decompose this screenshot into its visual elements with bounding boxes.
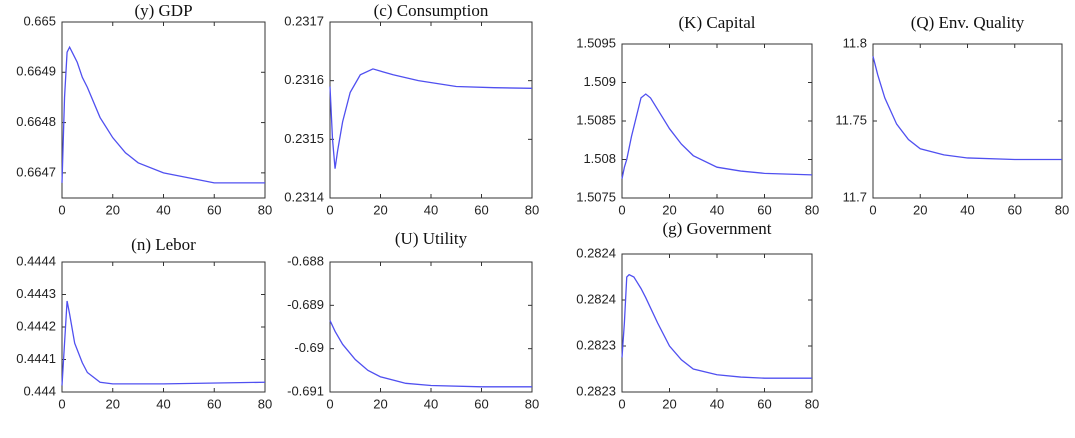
x-tick-label: 20 bbox=[106, 202, 120, 217]
x-tick-label: 0 bbox=[58, 202, 65, 217]
y-tick-label: 1.5095 bbox=[576, 35, 616, 50]
y-tick-label: 11.75 bbox=[835, 112, 867, 127]
x-tick-label: 40 bbox=[710, 202, 724, 217]
y-tick-label: 0.4441 bbox=[16, 351, 56, 366]
x-tick-label: 80 bbox=[805, 202, 819, 217]
y-tick-label: 1.508 bbox=[583, 151, 616, 166]
plot-frame bbox=[61, 21, 266, 199]
x-tick-label: 60 bbox=[757, 202, 771, 217]
x-tick-label: 60 bbox=[207, 202, 221, 217]
line-series bbox=[621, 93, 813, 179]
x-tick-label: 0 bbox=[869, 202, 876, 217]
y-tick-label: 0.2824 bbox=[576, 245, 616, 260]
subplot-title: (y) GDP bbox=[134, 1, 192, 20]
line-series bbox=[329, 320, 532, 388]
x-tick-label: 60 bbox=[1008, 202, 1022, 217]
x-tick-label: 40 bbox=[156, 396, 170, 411]
plot-frame bbox=[621, 43, 813, 199]
line-series bbox=[61, 45, 265, 184]
x-tick-label: 80 bbox=[258, 396, 272, 411]
subplot-title: (n) Lebor bbox=[131, 235, 196, 254]
x-tick-label: 0 bbox=[618, 396, 625, 411]
x-tick-label: 60 bbox=[207, 396, 221, 411]
x-tick-label: 20 bbox=[106, 396, 120, 411]
y-tick-label: 0.2317 bbox=[284, 13, 324, 28]
plot-frame bbox=[329, 21, 533, 199]
x-tick-label: 80 bbox=[525, 202, 539, 217]
x-tick-label: 40 bbox=[424, 202, 438, 217]
x-tick-label: 80 bbox=[258, 202, 272, 217]
x-tick-label: 0 bbox=[326, 202, 333, 217]
y-tick-label: 1.5075 bbox=[576, 189, 616, 204]
x-tick-label: 80 bbox=[805, 396, 819, 411]
y-tick-label: 0.6648 bbox=[16, 114, 56, 129]
y-tick-label: -0.69 bbox=[294, 340, 324, 355]
line-series bbox=[329, 68, 533, 169]
x-tick-label: 60 bbox=[474, 202, 488, 217]
plot-frame bbox=[329, 261, 533, 393]
y-tick-label: 0.4444 bbox=[16, 253, 56, 268]
x-tick-label: 0 bbox=[326, 396, 333, 411]
y-tick-label: 0.2824 bbox=[576, 291, 616, 306]
y-tick-label: -0.691 bbox=[287, 383, 324, 398]
y-tick-label: 0.2315 bbox=[284, 131, 324, 146]
subplot-title: (g) Government bbox=[662, 219, 771, 238]
x-tick-label: 40 bbox=[710, 396, 724, 411]
x-tick-label: 60 bbox=[474, 396, 488, 411]
x-tick-label: 40 bbox=[156, 202, 170, 217]
x-tick-label: 0 bbox=[58, 396, 65, 411]
x-tick-label: 80 bbox=[1055, 202, 1069, 217]
x-tick-label: 80 bbox=[525, 396, 539, 411]
subplot-title: (K) Capital bbox=[679, 13, 756, 32]
y-tick-label: 1.509 bbox=[583, 74, 616, 89]
y-tick-label: 0.4442 bbox=[16, 318, 56, 333]
subplot-title: (Q) Env. Quality bbox=[911, 13, 1025, 32]
x-tick-label: 40 bbox=[424, 396, 438, 411]
y-tick-label: 11.7 bbox=[843, 189, 867, 204]
y-tick-label: 0.6647 bbox=[16, 164, 56, 179]
x-tick-label: 20 bbox=[662, 396, 676, 411]
x-tick-label: 0 bbox=[618, 202, 625, 217]
y-tick-label: 0.4443 bbox=[16, 286, 56, 301]
x-tick-label: 20 bbox=[373, 396, 387, 411]
line-series bbox=[61, 300, 266, 386]
y-tick-label: 0.444 bbox=[23, 383, 56, 398]
y-tick-label: 0.2823 bbox=[576, 383, 616, 398]
y-tick-label: 0.2316 bbox=[284, 72, 324, 87]
line-series bbox=[872, 56, 1062, 161]
y-tick-label: -0.689 bbox=[287, 297, 324, 312]
subplot-title: (U) Utility bbox=[395, 229, 468, 248]
y-tick-label: -0.688 bbox=[287, 253, 324, 268]
x-tick-label: 20 bbox=[373, 202, 387, 217]
line-series bbox=[621, 273, 812, 379]
subplot-title: (c) Consumption bbox=[374, 1, 489, 20]
y-tick-label: 0.6649 bbox=[16, 64, 56, 79]
y-tick-label: 1.5085 bbox=[576, 112, 616, 127]
plot-frame bbox=[872, 43, 1063, 199]
y-tick-label: 0.2823 bbox=[576, 337, 616, 352]
plot-frame bbox=[621, 253, 813, 393]
plot-frame bbox=[61, 261, 266, 393]
y-tick-label: 11.8 bbox=[843, 35, 867, 50]
x-tick-label: 20 bbox=[662, 202, 676, 217]
x-tick-label: 20 bbox=[913, 202, 927, 217]
x-tick-label: 60 bbox=[757, 396, 771, 411]
y-tick-label: 0.665 bbox=[23, 13, 56, 28]
x-tick-label: 40 bbox=[960, 202, 974, 217]
y-tick-label: 0.2314 bbox=[284, 189, 324, 204]
